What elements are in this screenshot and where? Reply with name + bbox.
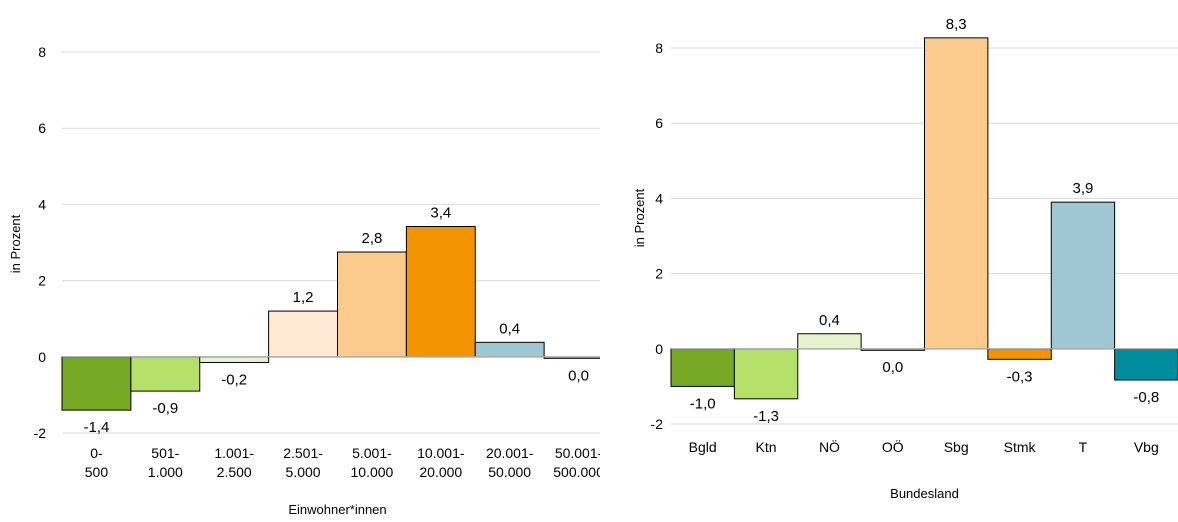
bar: [1050, 201, 1116, 350]
y-axis-title: in Prozent: [8, 214, 23, 273]
chart-bundesland: -2 0 2 4 6 8 in Prozent -1,0 Bgld -1,3 Ktn 0,4 NÖ 0,0…: [632, 16, 1178, 501]
x-tick-label: 501-: [151, 445, 179, 461]
y-tick-label: 8: [655, 40, 663, 56]
data-label: 2,8: [362, 230, 383, 247]
data-label: 8,3: [946, 16, 967, 33]
data-label: 0,0: [882, 359, 903, 376]
bar: [474, 341, 545, 358]
data-label: -0,8: [1133, 389, 1159, 406]
data-label: -1,0: [690, 395, 716, 412]
y-tick-label: 0: [655, 341, 663, 357]
x-tick-label: T: [1079, 439, 1088, 455]
y-tick-label: 6: [655, 115, 663, 131]
y-tick-label: -2: [651, 416, 664, 432]
x-tick-label: 1.001-: [214, 445, 254, 461]
y-axis-title: in Prozent: [632, 188, 647, 247]
x-tick-label: 20.001-: [486, 445, 534, 461]
x-tick-label: Bgld: [689, 439, 717, 455]
x-tick-label: 5.000: [286, 464, 321, 480]
x-tick-label: Stmk: [1004, 439, 1037, 455]
y-tick-label: -2: [34, 425, 47, 441]
x-tick-label: 0-: [90, 445, 103, 461]
data-label: 3,9: [1073, 180, 1094, 197]
y-tick-label: 6: [38, 120, 46, 136]
data-label: 0,4: [499, 320, 520, 337]
data-label: 0,4: [819, 312, 840, 329]
data-label: 0,0: [568, 367, 589, 384]
x-tick-label: 500: [85, 464, 109, 480]
data-label: -0,3: [1007, 368, 1033, 385]
data-label: -1,4: [84, 419, 110, 436]
bar: [733, 348, 799, 400]
data-label: -0,2: [221, 372, 247, 389]
y-tick-label: 0: [38, 349, 46, 365]
x-tick-label: 1.000: [148, 464, 183, 480]
bar: [268, 310, 338, 358]
x-axis-title: Einwohner*innen: [288, 502, 386, 517]
x-tick-label: OÖ: [882, 438, 904, 455]
bar: [987, 348, 1052, 360]
x-tick-label: 20.000: [419, 464, 462, 480]
bar: [61, 356, 132, 411]
chart-einwohner: -2 0 2 4 6 8 in Prozent -1,4 0- 500 -0,9 501- 1.000 -…: [8, 44, 600, 517]
x-tick-label: 10.001-: [417, 445, 465, 461]
data-label: -1,3: [753, 408, 779, 425]
x-tick-label: 50.001-: [555, 445, 600, 461]
y-tick-label: 2: [38, 273, 46, 289]
bar: [797, 333, 862, 350]
x-tick-label: 2.500: [217, 464, 252, 480]
bar: [130, 356, 201, 392]
y-tick-label: 4: [655, 190, 663, 206]
y-tick-label: 8: [38, 44, 46, 60]
bar: [337, 251, 407, 358]
bar: [199, 356, 270, 364]
x-tick-label: Sbg: [944, 439, 969, 455]
data-label: -0,9: [152, 400, 178, 417]
x-tick-label: Ktn: [756, 439, 777, 455]
x-tick-label: NÖ: [819, 438, 840, 455]
data-label: 1,2: [293, 289, 314, 306]
data-label: 3,4: [430, 204, 451, 221]
x-tick-label: 2.501-: [283, 445, 323, 461]
y-tick-label: 4: [38, 196, 46, 212]
x-tick-label: Vbg: [1134, 439, 1159, 455]
bar: [670, 348, 735, 387]
bar: [1114, 348, 1178, 381]
x-axis-title: Bundesland: [890, 486, 959, 501]
x-tick-label: 10.000: [351, 464, 394, 480]
x-tick-label: 500.000: [553, 464, 600, 480]
x-tick-label: 5.001-: [352, 445, 392, 461]
bar: [405, 225, 476, 358]
bar: [924, 37, 989, 350]
y-tick-label: 2: [655, 266, 663, 282]
x-tick-label: 50.000: [488, 464, 531, 480]
